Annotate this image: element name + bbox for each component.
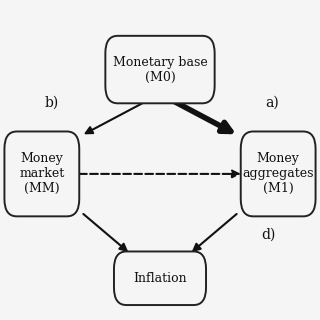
FancyBboxPatch shape [105,36,215,103]
FancyBboxPatch shape [4,132,79,216]
Text: b): b) [44,96,59,110]
Text: Money
aggregates
(M1): Money aggregates (M1) [243,152,314,196]
FancyBboxPatch shape [241,132,316,216]
Text: d): d) [261,228,276,242]
Text: Monetary base
(M0): Monetary base (M0) [113,56,207,84]
Text: a): a) [265,96,279,110]
Text: Inflation: Inflation [133,272,187,285]
Text: Money
market
(MM): Money market (MM) [19,152,64,196]
FancyBboxPatch shape [114,252,206,305]
